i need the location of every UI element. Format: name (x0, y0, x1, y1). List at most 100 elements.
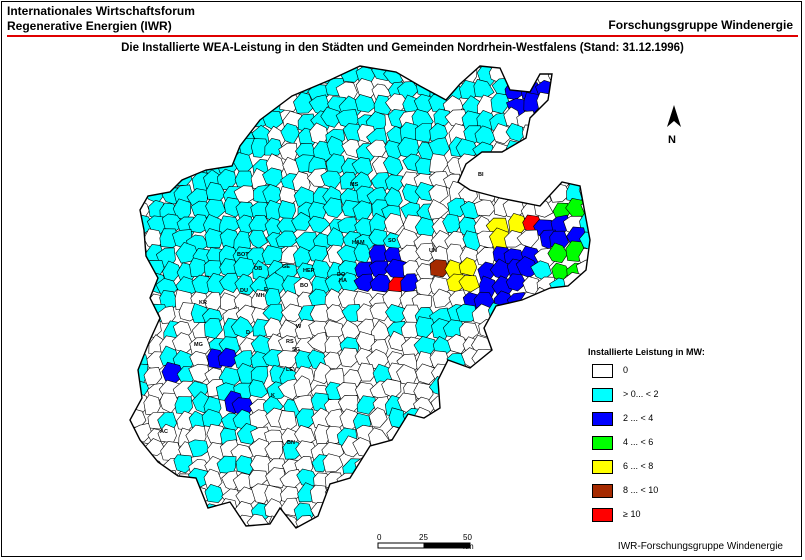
municipality-area (130, 483, 147, 506)
municipality-area (414, 123, 432, 143)
municipality-area (130, 395, 135, 418)
municipality-area (231, 94, 256, 113)
city-label: E (264, 287, 268, 293)
municipality-area (537, 379, 559, 400)
municipality-area (411, 484, 436, 502)
municipality-area (307, 66, 329, 71)
city-label: BN (287, 440, 295, 446)
municipality-area (367, 458, 392, 478)
municipality-area (502, 455, 524, 474)
municipality-area (533, 486, 554, 507)
municipality-area (160, 110, 182, 131)
municipality-area (455, 303, 478, 323)
municipality-area (417, 469, 438, 491)
municipality-area (246, 513, 269, 528)
municipality-area (507, 377, 527, 398)
municipality-area (175, 66, 197, 87)
municipality-area (520, 467, 544, 490)
municipality-area (130, 141, 148, 163)
municipality-area (561, 352, 583, 372)
municipality-area (521, 124, 543, 144)
city-label: AC (160, 429, 168, 435)
municipality-area (548, 291, 569, 313)
legend-swatch (592, 436, 613, 450)
municipality-area (145, 499, 166, 521)
municipality-area (577, 305, 590, 325)
municipality-area (191, 274, 213, 295)
municipality-area (369, 302, 391, 322)
municipality-area (535, 319, 553, 340)
municipality-area (307, 215, 331, 234)
municipality-area (173, 454, 193, 474)
city-label: BOT (237, 252, 249, 258)
municipality-area (430, 395, 452, 414)
municipality-area (546, 350, 571, 372)
municipality-area (535, 443, 559, 463)
municipality-area (322, 197, 343, 219)
municipality-area (262, 167, 283, 187)
municipality-area (217, 66, 238, 70)
municipality-area (500, 66, 524, 69)
municipality-area (568, 93, 589, 116)
municipality-area (552, 512, 575, 528)
municipality-area (429, 259, 449, 278)
municipality-area (176, 127, 196, 146)
municipality-area (470, 468, 493, 491)
legend-label: > 0... < 2 (623, 389, 659, 399)
municipality-area (400, 424, 420, 445)
municipality-area (446, 486, 466, 506)
municipality-area (131, 502, 151, 524)
municipality-area (368, 407, 388, 428)
municipality-area (488, 66, 509, 68)
city-label: OB (254, 266, 262, 272)
municipality-area (173, 66, 194, 68)
municipality-area (203, 516, 225, 528)
municipality-area (248, 229, 268, 249)
municipality-area (577, 290, 590, 312)
municipality-area (353, 516, 376, 528)
research-group-name: Forschungsgruppe Windenergie (608, 18, 793, 32)
municipality-area (415, 66, 436, 85)
municipality-area (130, 515, 153, 528)
municipality-area (473, 199, 496, 217)
legend-label: 8 ... < 10 (623, 485, 659, 495)
municipality-area (235, 66, 258, 70)
municipality-area (338, 347, 360, 368)
municipality-area (568, 286, 589, 308)
municipality-area (130, 66, 135, 82)
municipality-area (368, 513, 387, 528)
municipality-area (549, 501, 571, 521)
municipality-area (130, 183, 133, 202)
municipality-area (430, 502, 449, 523)
municipality-area (564, 140, 585, 160)
city-label: HAM (352, 240, 365, 246)
municipality-area (562, 111, 584, 132)
municipality-area (566, 307, 587, 327)
municipality-area (156, 76, 179, 96)
municipality-area (552, 331, 574, 353)
municipality-area (130, 230, 133, 251)
municipality-area (188, 142, 210, 161)
municipality-area (282, 66, 302, 87)
legend-label: 4 ... < 6 (623, 437, 654, 447)
municipality-area (549, 94, 571, 115)
municipality-area (533, 451, 553, 475)
municipality-area (325, 153, 347, 174)
municipality-area (359, 468, 378, 491)
city-label: GE (282, 264, 290, 270)
municipality-area (353, 273, 376, 292)
municipality-area (130, 378, 135, 399)
municipality-area (130, 259, 132, 278)
municipality-area (531, 350, 554, 370)
municipality-area (476, 516, 497, 528)
municipality-area (490, 488, 512, 510)
municipality-area (157, 125, 182, 147)
municipality-area (130, 122, 139, 145)
municipality-area (130, 94, 134, 117)
municipality-area (550, 442, 572, 465)
city-label: KR (199, 300, 207, 306)
municipality-area (173, 80, 193, 101)
municipality-area (567, 316, 587, 335)
city-label: RS (286, 339, 294, 345)
municipality-area (564, 155, 584, 176)
